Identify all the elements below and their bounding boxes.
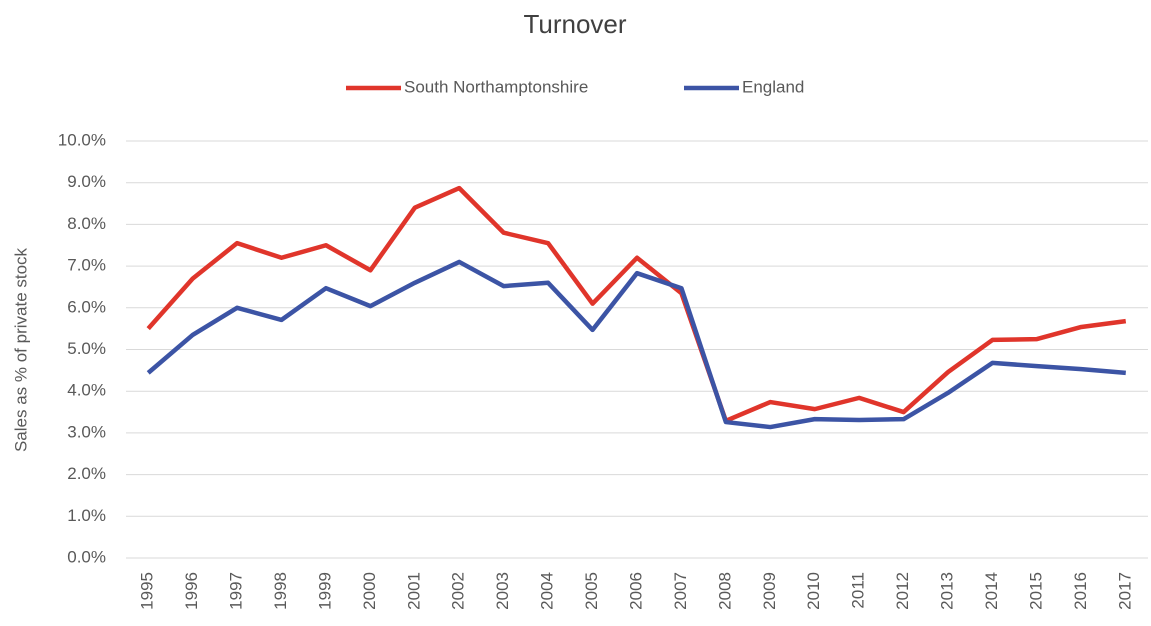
x-tick-label: 1998 bbox=[271, 572, 290, 610]
y-tick-label: 6.0% bbox=[67, 297, 106, 316]
x-tick-label: 2017 bbox=[1115, 572, 1134, 610]
x-tick-label: 2002 bbox=[449, 572, 468, 610]
x-tick-label: 2009 bbox=[760, 572, 779, 610]
series-line bbox=[146, 259, 1126, 430]
x-tick-label: 2003 bbox=[493, 572, 512, 610]
y-tick-label: 8.0% bbox=[67, 214, 106, 233]
y-tick-label: 0.0% bbox=[67, 547, 106, 566]
chart-title: Turnover bbox=[523, 9, 626, 39]
y-tick-label: 10.0% bbox=[58, 130, 106, 149]
y-tick-label: 3.0% bbox=[67, 422, 106, 441]
x-tick-label: 1999 bbox=[315, 572, 334, 610]
y-tick-label: 1.0% bbox=[67, 506, 106, 525]
x-tick-label: 1997 bbox=[227, 572, 246, 610]
y-axis-label: Sales as % of private stock bbox=[11, 247, 30, 452]
x-tick-label: 1995 bbox=[138, 572, 157, 610]
legend-label: England bbox=[742, 77, 804, 96]
x-tick-label: 2013 bbox=[938, 572, 957, 610]
x-tick-label: 1996 bbox=[182, 572, 201, 610]
x-tick-label: 2008 bbox=[715, 572, 734, 610]
x-tick-label: 2000 bbox=[360, 572, 379, 610]
y-tick-label: 2.0% bbox=[67, 464, 106, 483]
x-tick-label: 2016 bbox=[1071, 572, 1090, 610]
y-tick-label: 9.0% bbox=[67, 172, 106, 191]
x-tick-label: 2006 bbox=[626, 572, 645, 610]
x-tick-label: 2001 bbox=[404, 572, 423, 610]
x-tick-label: 2014 bbox=[982, 572, 1001, 610]
x-tick-label: 2010 bbox=[804, 572, 823, 610]
legend-label: South Northamptonshire bbox=[404, 77, 588, 96]
y-tick-label: 7.0% bbox=[67, 256, 106, 275]
x-tick-label: 2012 bbox=[893, 572, 912, 610]
x-tick-label: 2007 bbox=[671, 572, 690, 610]
y-tick-label: 4.0% bbox=[67, 381, 106, 400]
x-tick-label: 2005 bbox=[582, 572, 601, 610]
y-tick-label: 5.0% bbox=[67, 339, 106, 358]
x-tick-label: 2015 bbox=[1026, 572, 1045, 610]
series-line bbox=[146, 185, 1127, 424]
x-tick-label: 2004 bbox=[538, 572, 557, 610]
x-tick-label: 2011 bbox=[849, 572, 868, 609]
